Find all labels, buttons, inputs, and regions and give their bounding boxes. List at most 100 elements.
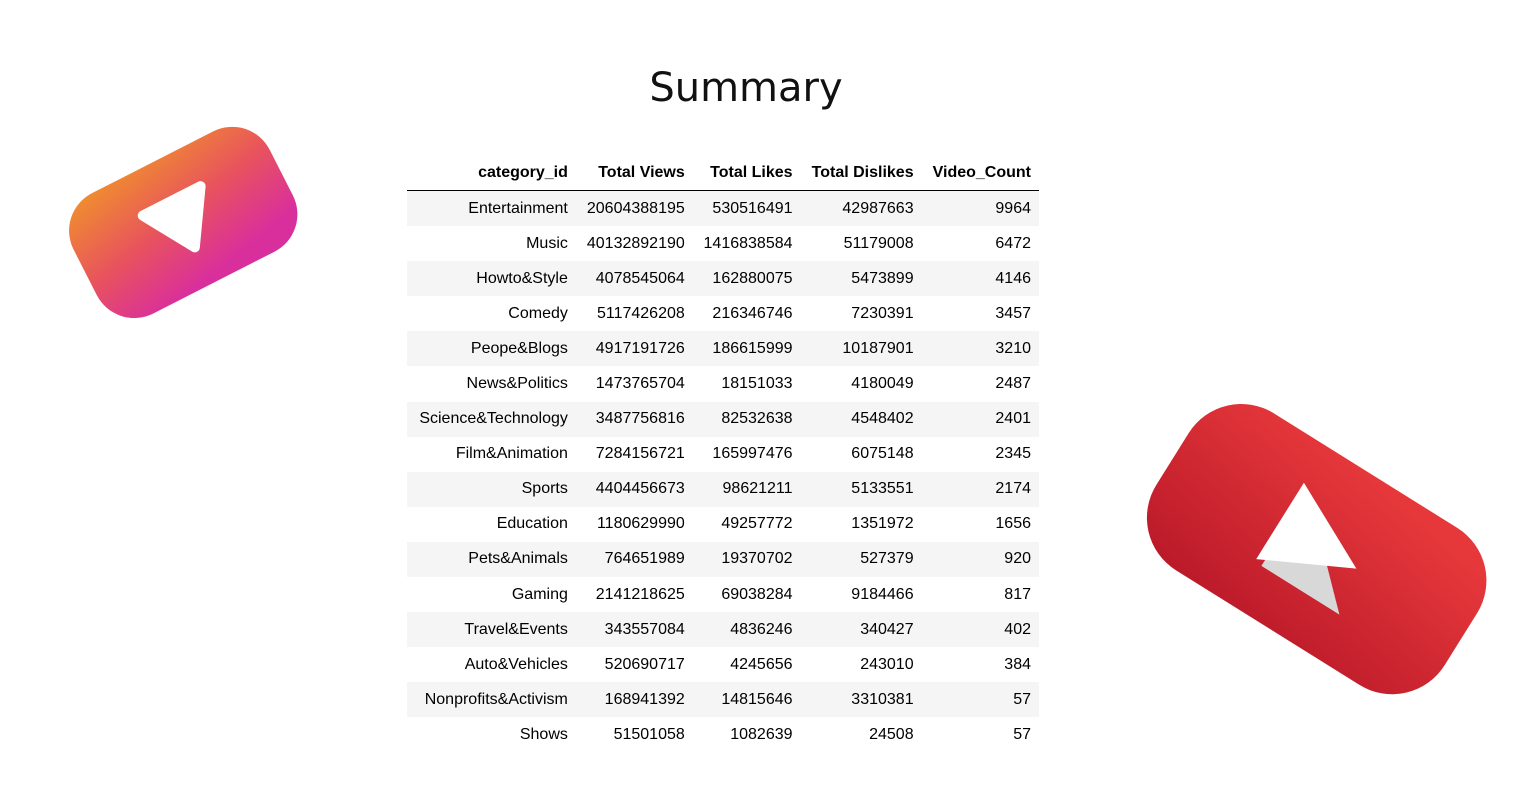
cell-video-count: 3457 [995,304,1031,322]
cell-total-dislikes: 7230391 [851,304,914,322]
cell-category: Film&Animation [455,445,568,463]
column-header-category-id: category_id [407,155,576,191]
cell-total-views: 168941392 [604,690,685,708]
cell-category: Gaming [511,585,568,603]
cell-video-count: 2487 [995,375,1031,393]
cell-total-dislikes: 5473899 [851,269,914,287]
cell-video-count: 2174 [995,480,1031,498]
table-row: Education 1180629990 49257772 1351972 1656 [407,506,1039,542]
cell-total-views: 343557084 [604,620,685,638]
cell-total-dislikes: 6075148 [851,445,914,463]
cell-category: Pets&Animals [468,550,568,568]
table-row: Gaming 2141218625 69038284 9184466 817 [407,577,1039,613]
play-button-icon [69,126,298,319]
cell-total-likes: 162880075 [712,269,793,287]
cell-total-likes: 82532638 [721,410,793,428]
table-row: Science&Technology 3487756816 82532638 4548… [407,401,1039,437]
cell-total-dislikes: 5133551 [851,480,914,498]
table-row: Travel&Events 343557084 4836246 340427 402 [407,612,1039,648]
cell-category: Travel&Events [464,620,568,638]
cell-category: Sports [521,480,568,498]
table-row: Nonprofits&Activism 168941392 14815646 3310… [407,682,1039,718]
page-title: Summary [649,65,843,111]
cell-total-dislikes: 51179008 [843,234,914,252]
cell-total-dislikes: 1351972 [851,515,914,533]
cell-category: Music [526,234,568,252]
cell-video-count: 1656 [995,515,1031,533]
cell-total-likes: 1416838584 [703,234,793,252]
play-button-icon [1146,404,1487,695]
cell-total-views: 1180629990 [596,515,685,533]
cell-category: Howto&Style [476,269,568,287]
cell-total-views: 40132892190 [586,234,685,252]
column-header-total-likes: Total Likes [692,155,801,191]
summary-table: category_id Total Views Total Likes Tota… [407,155,1039,753]
cell-category: Entertainment [468,199,568,217]
cell-video-count: 57 [1013,725,1031,743]
cell-total-dislikes: 9184466 [851,585,914,603]
cell-video-count: 9964 [995,199,1031,217]
cell-total-views: 520690717 [604,655,685,673]
cell-category: News&Politics [466,375,568,393]
cell-total-views: 7284156721 [595,445,685,463]
cell-total-views: 2141218625 [595,585,685,603]
table-row: Comedy 5117426208 216346746 7230391 3457 [407,296,1039,332]
cell-total-likes: 186615999 [712,339,793,357]
table-row: Pets&Animals 764651989 19370702 527379 920 [407,541,1039,578]
cell-total-likes: 98621211 [722,480,793,498]
cell-total-views: 764651989 [604,550,685,568]
cell-total-likes: 4836246 [730,620,793,638]
cell-video-count: 402 [1004,620,1031,638]
cell-total-dislikes: 340427 [860,620,914,638]
cell-total-likes: 4245656 [730,655,793,673]
cell-total-views: 4404456673 [595,480,685,498]
column-header-total-dislikes: Total Dislikes [800,155,922,191]
cell-total-likes: 18151033 [721,375,793,393]
cell-video-count: 6472 [995,234,1031,252]
cell-video-count: 3210 [995,339,1031,357]
cell-total-dislikes: 10187901 [842,339,914,357]
table-row: Auto&Vehicles 520690717 4245656 243010 384 [407,647,1039,683]
cell-video-count: 920 [1004,550,1031,568]
cell-video-count: 384 [1004,655,1031,673]
cell-video-count: 57 [1013,690,1031,708]
cell-total-likes: 49257772 [721,515,793,533]
table-row: Sports 4404456673 98621211 5133551 2174 [407,471,1039,507]
cell-total-views: 4078545064 [595,269,685,287]
column-header-video-count: Video_Count [921,155,1039,191]
cell-total-dislikes: 42987663 [842,199,914,217]
cell-total-likes: 530516491 [712,199,793,217]
cell-total-dislikes: 24508 [869,725,914,743]
table-row: News&Politics 1473765704 18151033 4180049 24… [407,366,1039,402]
cell-category: Comedy [508,304,568,322]
cell-video-count: 2401 [995,410,1031,428]
cell-total-views: 5117426208 [596,304,685,322]
cell-total-views: 1473765704 [595,375,685,393]
cell-video-count: 2345 [995,445,1031,463]
table-header-row: category_id Total Views Total Likes Tota… [407,155,1039,191]
table-row: Peope&Blogs 4917191726 186615999 10187901 32… [407,331,1039,367]
table-body: Entertainment 20604388195 530516491 4298766… [407,190,1039,753]
table-row: Shows 51501058 1082639 24508 57 [407,717,1039,753]
cell-category: Nonprofits&Activism [424,690,568,708]
cell-total-dislikes: 527379 [860,550,914,568]
table-row: Entertainment 20604388195 530516491 4298766… [407,190,1039,227]
cell-video-count: 4146 [995,269,1031,287]
cell-total-dislikes: 4180049 [851,375,914,393]
cell-video-count: 817 [1004,585,1031,603]
table-row: Music 40132892190 1416838584 51179008 6472 [407,226,1039,262]
cell-category: Peope&Blogs [470,339,568,357]
cell-total-likes: 14815646 [721,690,793,708]
table-row: Howto&Style 4078545064 162880075 5473899 414… [407,261,1039,297]
cell-total-views: 3487756816 [595,410,685,428]
cell-total-views: 51501058 [613,725,685,743]
column-header-total-views: Total Views [575,155,693,191]
cell-total-views: 4917191726 [595,339,685,357]
table-row: Film&Animation 7284156721 165997476 6075148… [407,436,1039,472]
cell-category: Auto&Vehicles [464,655,568,673]
cell-total-likes: 165997476 [712,445,793,463]
cell-total-dislikes: 4548402 [851,410,914,428]
cell-total-views: 20604388195 [586,199,685,217]
cell-total-likes: 19370702 [721,550,793,568]
cell-category: Education [496,515,568,533]
